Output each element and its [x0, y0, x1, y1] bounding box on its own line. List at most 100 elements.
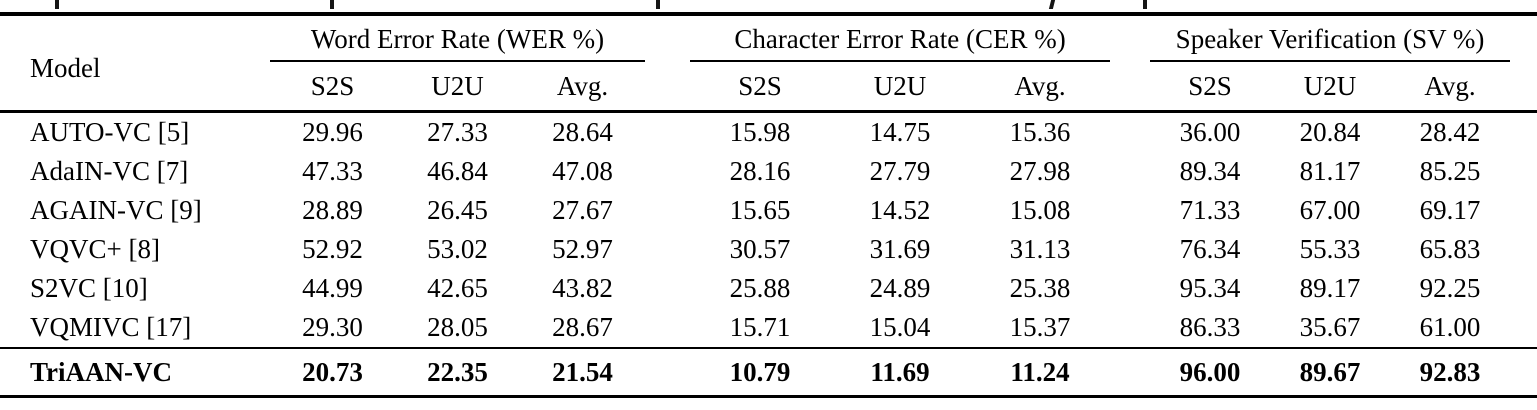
cer-value-cell: 31.69 [869, 234, 931, 264]
column-gap [645, 191, 690, 230]
table-row: AUTO-VC [5] 29.96 27.33 28.64 15.98 14.75 15.3… [0, 110, 1537, 152]
column-gap [1510, 308, 1537, 348]
column-gap [1510, 152, 1537, 191]
column-gap [645, 14, 690, 112]
column-gap [1510, 230, 1537, 269]
sv-value-cell: 69.17 [1419, 195, 1481, 225]
wer-value-cell: 43.82 [552, 273, 613, 303]
column-gap [1110, 14, 1150, 112]
wer-avg-header: Avg. [556, 70, 609, 101]
sv-value-cell: 89.67 [1270, 347, 1391, 397]
wer-value-cell: 28.89 [302, 195, 363, 225]
cer-u2u-header: U2U [873, 70, 927, 101]
cer-value-cell: 15.65 [729, 195, 791, 225]
wer-value-cell: 28.05 [427, 312, 488, 342]
wer-value-cell: 21.54 [520, 347, 646, 397]
sv-value-cell: 28.42 [1390, 110, 1511, 152]
sv-value-cell: 96.00 [1150, 347, 1271, 397]
wer-s2s-header: S2S [310, 70, 355, 101]
cer-value-cell: 15.36 [970, 110, 1111, 152]
table-row: AGAIN-VC [9] 28.89 26.45 27.67 15.65 14.52 15.… [0, 191, 1537, 230]
sv-avg-header: Avg. [1424, 70, 1476, 101]
model-cell: VQMIVC [17] [30, 312, 192, 342]
column-gap [645, 269, 690, 308]
wer-u2u-header: U2U [431, 70, 484, 101]
cer-value-cell: 24.89 [869, 273, 931, 303]
column-gap [645, 308, 690, 348]
table-row: S2VC [10] 44.99 42.65 43.82 25.88 24.89 25.38 9… [0, 269, 1537, 308]
cer-value-cell: 15.71 [729, 312, 791, 342]
cer-value-cell: 27.98 [1009, 156, 1071, 186]
subcolumn-header-row: S2S U2U Avg. S2S U2U Avg. S2S U2U Avg. [0, 61, 1537, 112]
wer-value-cell: 47.08 [552, 156, 613, 186]
caption-descender-mark [1048, 0, 1056, 9]
column-gap [1510, 14, 1537, 112]
wer-value-cell: 44.99 [302, 273, 363, 303]
table-row: AdaIN-VC [7] 47.33 46.84 47.08 28.16 27.79 27.… [0, 152, 1537, 191]
cer-value-cell: 31.13 [1009, 234, 1071, 264]
cer-value-cell: 11.69 [830, 347, 971, 397]
wer-value-cell: 27.33 [395, 110, 520, 152]
caption-descender-mark [1143, 0, 1147, 9]
sv-value-cell: 89.34 [1179, 156, 1241, 186]
sv-value-cell: 65.83 [1419, 234, 1481, 264]
caption-descender-mark [330, 0, 334, 9]
model-cell: S2VC [10] [30, 273, 148, 303]
wer-value-cell: 52.97 [552, 234, 613, 264]
cer-value-cell: 25.38 [1009, 273, 1071, 303]
wer-group-header: Word Error Rate (WER %) [270, 14, 646, 62]
sv-value-cell: 36.00 [1150, 110, 1271, 152]
column-gap [645, 230, 690, 269]
sv-value-cell: 85.25 [1419, 156, 1481, 186]
cer-group-header: Character Error Rate (CER %) [690, 14, 1111, 62]
caption-descender-mark [55, 0, 59, 9]
group-header-row: Model Word Error Rate (WER %) Character … [0, 14, 1537, 81]
table-body: AUTO-VC [5] 29.96 27.33 28.64 15.98 14.75 15.3… [0, 110, 1537, 349]
cer-value-cell: 11.24 [970, 347, 1111, 397]
wer-value-cell: 26.45 [427, 195, 488, 225]
wer-value-cell: 29.96 [270, 110, 395, 152]
cer-value-cell: 28.16 [729, 156, 791, 186]
wer-value-cell: 46.84 [427, 156, 488, 186]
model-cell: VQVC+ [8] [30, 234, 160, 264]
sv-value-cell: 76.34 [1179, 234, 1241, 264]
column-gap [1110, 269, 1150, 308]
cer-value-cell: 10.79 [690, 347, 831, 397]
column-gap [645, 110, 691, 152]
wer-value-cell: 28.64 [520, 110, 646, 152]
cer-avg-header: Avg. [1014, 70, 1066, 101]
column-gap [1110, 191, 1150, 230]
wer-value-cell: 29.30 [302, 312, 363, 342]
sv-value-cell: 61.00 [1419, 312, 1481, 342]
sv-value-cell: 89.17 [1299, 273, 1361, 303]
cer-value-cell: 15.37 [1009, 312, 1071, 342]
sv-value-cell: 92.83 [1390, 347, 1511, 397]
model-column-header: Model [30, 52, 101, 83]
sv-value-cell: 71.33 [1179, 195, 1241, 225]
column-gap [1110, 152, 1150, 191]
sv-value-cell: 67.00 [1299, 195, 1361, 225]
column-gap [645, 347, 691, 397]
column-gap [1510, 191, 1537, 230]
column-gap [1510, 269, 1537, 308]
wer-value-cell: 20.73 [270, 347, 395, 397]
table-row: VQVC+ [8] 52.92 53.02 52.97 30.57 31.69 31.13 7… [0, 230, 1537, 269]
column-gap [1110, 110, 1151, 152]
sv-s2s-header: S2S [1188, 70, 1232, 101]
cer-value-cell: 27.79 [869, 156, 931, 186]
model-cell: AUTO-VC [5] [0, 110, 270, 152]
caption-descender-mark [656, 0, 660, 9]
cer-value-cell: 14.52 [869, 195, 931, 225]
cer-value-cell: 30.57 [729, 234, 791, 264]
sv-value-cell: 81.17 [1299, 156, 1361, 186]
sv-value-cell: 95.34 [1179, 273, 1241, 303]
wer-value-cell: 22.35 [395, 347, 520, 397]
column-gap [1110, 230, 1150, 269]
table-header: Model Word Error Rate (WER %) Character … [0, 14, 1537, 112]
column-gap [1510, 110, 1537, 152]
cer-value-cell: 14.75 [830, 110, 971, 152]
sv-value-cell: 55.33 [1299, 234, 1361, 264]
model-cell: AdaIN-VC [7] [30, 156, 189, 186]
column-gap [1110, 308, 1150, 348]
